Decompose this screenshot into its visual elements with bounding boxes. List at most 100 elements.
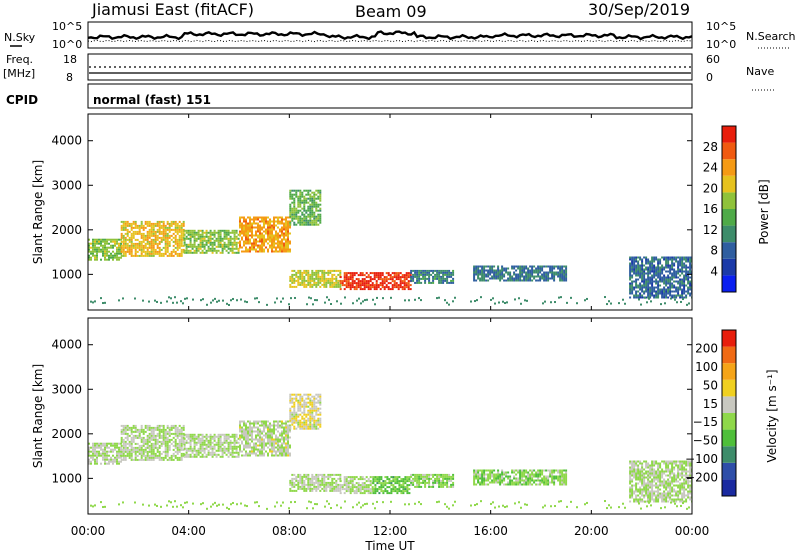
heatmap-cell — [94, 442, 96, 445]
heatmap-cell — [275, 428, 277, 431]
heatmap-cell — [245, 430, 247, 433]
heatmap-cell — [657, 262, 660, 265]
heatmap-cell — [269, 244, 271, 247]
heatmap-cell — [311, 219, 314, 222]
heatmap-cell — [681, 268, 684, 271]
heatmap-cell — [166, 246, 169, 249]
heatmap-cell — [446, 273, 449, 276]
heatmap-cell — [438, 477, 441, 480]
heatmap-cell — [299, 277, 302, 280]
heatmap-cell — [663, 280, 666, 283]
heatmap-cell — [361, 272, 364, 275]
heatmap-cell — [412, 481, 415, 484]
heatmap-cell — [438, 485, 441, 488]
heatmap-cell — [170, 454, 173, 457]
heatmap-cell — [293, 203, 296, 206]
heatmap-cell — [303, 189, 306, 192]
heatmap-cell — [168, 456, 171, 459]
heatmap-cell — [667, 290, 670, 293]
heatmap-cell — [360, 302, 362, 305]
heatmap-cell — [645, 278, 648, 281]
heatmap-cell — [403, 276, 406, 279]
heatmap-cell — [132, 254, 135, 257]
heatmap-cell — [297, 279, 300, 282]
heatmap-cell — [317, 473, 320, 476]
heatmap-cell — [275, 436, 277, 439]
heatmap-cell — [130, 232, 133, 235]
heatmap-cell — [291, 215, 294, 218]
heatmap-cell — [281, 432, 283, 435]
heatmap-cell — [265, 450, 267, 453]
heatmap-cell — [303, 269, 306, 272]
heatmap-cell — [631, 280, 634, 283]
heatmap-cell — [185, 249, 188, 252]
heatmap-cell — [319, 285, 322, 288]
heatmap-cell — [361, 476, 364, 479]
heatmap-cell — [130, 440, 133, 443]
heatmap-cell — [681, 256, 684, 259]
heatmap-cell — [172, 432, 175, 435]
heatmap-cell — [653, 260, 656, 263]
heatmap-cell — [313, 199, 316, 202]
heatmap-cell — [432, 281, 435, 284]
heatmap-cell — [299, 407, 302, 410]
heatmap-cell — [138, 430, 141, 433]
colorbar-tick-label: 28 — [703, 140, 718, 154]
heatmap-cell — [269, 238, 271, 241]
heatmap-cell — [261, 444, 263, 447]
heatmap-cell — [178, 246, 181, 249]
heatmap-cell — [122, 446, 125, 449]
heatmap-cell — [677, 260, 680, 263]
heatmap-cell — [246, 301, 248, 304]
heatmap-cell — [140, 252, 143, 255]
heatmap-cell — [681, 294, 684, 297]
heatmap-cell — [132, 234, 135, 237]
heatmap-cell — [231, 445, 234, 448]
heatmap-cell — [283, 228, 285, 231]
heatmap-cell — [176, 252, 179, 255]
heatmap-cell — [323, 269, 326, 272]
heatmap-cell — [225, 433, 228, 436]
heatmap-cell — [215, 231, 218, 234]
heatmap-cell — [651, 258, 654, 261]
heatmap-cell — [375, 272, 378, 275]
heatmap-cell — [493, 277, 496, 280]
heatmap-cell — [104, 250, 106, 253]
heatmap-cell — [307, 279, 310, 282]
heatmap-cell — [424, 485, 427, 488]
heatmap-cell — [555, 265, 558, 268]
heatmap-cell — [631, 266, 634, 269]
heatmap-cell — [440, 277, 443, 280]
heatmap-cell — [104, 450, 106, 453]
heatmap-cell — [293, 405, 296, 408]
heatmap-cell — [391, 276, 394, 279]
heatmap-cell — [164, 430, 167, 433]
heatmap-cell — [559, 267, 562, 270]
heatmap-cell — [285, 450, 287, 453]
heatmap-cell — [420, 277, 423, 280]
heatmap-cell — [120, 428, 123, 431]
heatmap-cell — [160, 232, 163, 235]
heatmap-cell — [174, 430, 177, 433]
heatmap-cell — [406, 478, 409, 481]
heatmap-cell — [355, 486, 358, 489]
heatmap-cell — [148, 234, 151, 237]
heatmap-cell — [420, 269, 423, 272]
heatmap-cell — [104, 462, 106, 465]
heatmap-cell — [267, 232, 269, 235]
heatmap-cell — [245, 432, 247, 435]
heatmap-cell — [399, 286, 402, 289]
heatmap-cell — [146, 440, 149, 443]
heatmap-cell — [98, 446, 100, 449]
heatmap-cell — [271, 452, 273, 455]
heatmap-cell — [299, 401, 302, 404]
heatmap-cell — [629, 256, 632, 259]
heatmap-cell — [231, 433, 234, 436]
heatmap-cell — [309, 489, 312, 492]
heatmap-cell — [637, 296, 640, 299]
heatmap-cell — [339, 288, 342, 291]
heatmap-cell — [337, 487, 340, 490]
heatmap-cell — [315, 277, 318, 280]
heatmap-cell — [376, 476, 379, 479]
